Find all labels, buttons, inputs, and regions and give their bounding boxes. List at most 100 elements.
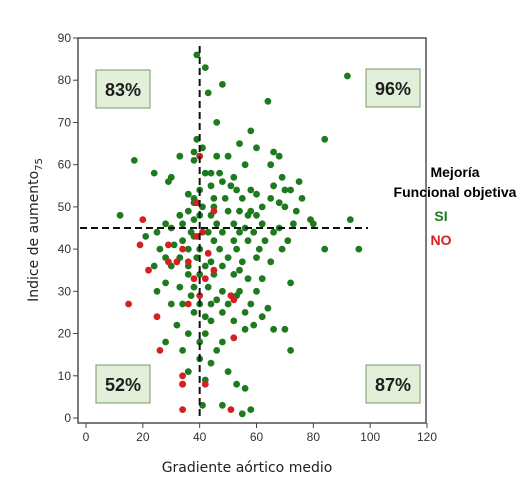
point-si [281,325,289,333]
point-si [236,207,243,215]
point-si [190,157,198,164]
point-si [179,237,187,245]
y-tick-label: 60 [58,158,72,172]
x-tick-label: 100 [360,430,380,444]
point-si [184,207,192,215]
point-si [287,347,294,354]
point-si [184,330,192,337]
y-axis-title: Indice de aumento75 [26,158,45,302]
point-si [292,207,300,215]
point-no [179,380,187,388]
point-no [136,241,144,249]
point-si [253,144,260,152]
point-si [207,182,215,190]
point-si [207,300,215,308]
point-si [204,283,212,291]
point-no [179,245,187,253]
point-si [219,81,226,88]
point-no [173,258,181,266]
point-si [193,254,201,261]
point-si [270,182,277,190]
point-si [204,228,212,236]
point-si [267,258,275,266]
point-si [346,216,354,224]
point-si [230,173,238,181]
point-si [207,169,215,177]
x-tick-label: 0 [83,430,90,444]
point-si [221,195,229,202]
point-si [179,347,187,354]
point-si [253,287,260,295]
point-si [156,245,164,253]
legend-item-si: SI [434,208,447,224]
point-si [247,127,255,135]
point-si [224,152,232,160]
point-si [270,228,277,236]
point-si [230,220,238,228]
point-si [199,401,206,409]
point-si [224,300,232,308]
point-si [238,258,246,266]
point-si [258,203,266,211]
point-si [193,51,201,59]
point-no [199,228,206,236]
point-no [156,347,164,354]
point-si [224,254,232,261]
point-no [201,380,209,388]
point-si [162,338,170,346]
point-si [176,152,184,160]
point-si [309,220,317,228]
point-si [233,186,241,194]
y-tick-label: 40 [58,242,72,256]
point-si [213,119,221,126]
y-tick-label: 90 [58,31,72,45]
point-si [167,173,175,181]
point-no [139,216,147,224]
point-si [130,157,138,164]
point-si [284,237,292,245]
quadrant-value-bottom-right: 87% [375,375,411,395]
point-si [258,220,266,228]
point-si [238,195,246,202]
point-si [241,385,249,392]
point-no [210,207,218,215]
y-tick-label: 10 [58,369,72,383]
point-si [264,97,272,105]
point-si [224,368,232,375]
point-no [125,300,132,308]
point-si [207,359,215,367]
point-si [219,287,226,295]
point-si [184,271,192,278]
point-no [204,249,212,257]
point-si [210,195,218,202]
quadrant-label-top-right: 96% [365,68,421,108]
point-no [210,266,218,274]
point-si [321,245,329,253]
point-no [165,258,172,266]
point-si [179,220,187,228]
point-si [267,195,275,202]
point-no [201,275,209,283]
point-si [219,401,226,409]
point-si [190,309,198,316]
x-tick-label: 60 [250,430,264,444]
point-si [281,186,289,194]
y-tick-label: 70 [58,115,72,129]
point-si [247,186,255,194]
point-si [184,368,192,375]
x-tick-label: 20 [136,430,150,444]
point-si [162,220,170,228]
point-si [142,233,150,240]
y-tick-label: 0 [64,411,71,425]
point-si [244,237,252,245]
point-si [227,182,235,190]
point-si [116,211,124,219]
point-si [176,211,184,219]
point-si [255,245,263,253]
point-si [238,410,246,418]
point-si [150,169,158,177]
point-si [219,178,226,186]
quadrant-value-top-right: 96% [375,79,411,99]
point-si [253,254,260,261]
point-si [287,186,294,194]
